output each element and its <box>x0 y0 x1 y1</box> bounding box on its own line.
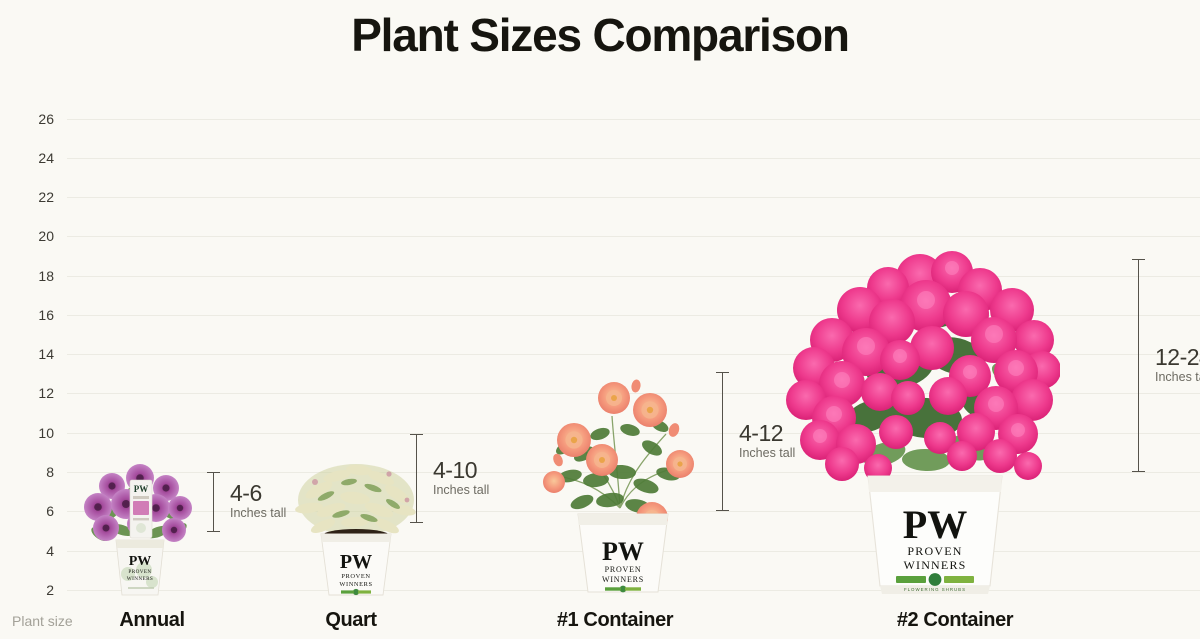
measure-label-container1: 4-12 Inches tall <box>739 421 795 461</box>
y-tick-6: 6 <box>46 503 54 519</box>
measure-range: 4-12 <box>739 419 784 446</box>
gridline-6 <box>67 511 1200 512</box>
measure-line <box>1138 259 1139 471</box>
y-tick-22: 22 <box>38 189 54 205</box>
pot-container1: PW PROVEN WINNERS <box>577 513 669 593</box>
y-tick-4: 4 <box>46 543 54 559</box>
measure-cap-top <box>207 472 220 473</box>
y-tick-18: 18 <box>38 268 54 284</box>
svg-text:FLOWERING SHRUBS: FLOWERING SHRUBS <box>904 587 966 592</box>
y-tick-2: 2 <box>46 582 54 598</box>
svg-text:PW: PW <box>903 502 967 547</box>
plant-image-container1: PW PROVEN WINNERS <box>540 368 700 596</box>
gridline-26 <box>67 119 1200 120</box>
y-tick-8: 8 <box>46 464 54 480</box>
category-label-annual: Annual <box>119 609 185 631</box>
pot-annual: PW PROVEN WINNERS <box>115 539 165 596</box>
pot-container2: PW PROVEN WINNERS FLOWERING SHRUBS <box>867 475 1003 594</box>
gridline-22 <box>67 197 1200 198</box>
pot-quart: PW PROVEN WINNERS <box>320 533 392 596</box>
svg-text:PW: PW <box>340 551 372 573</box>
measure-line <box>213 472 214 531</box>
category-label-container2: #2 Container <box>896 609 1014 631</box>
y-tick-20: 20 <box>38 228 54 244</box>
color-choice-logo <box>605 585 641 593</box>
gridline-18 <box>67 276 1200 277</box>
measure-range: 4-6 <box>230 479 262 506</box>
svg-text:WINNERS: WINNERS <box>903 558 966 572</box>
measure-cap-bottom <box>410 522 423 523</box>
measure-label-container2: 12-24 Inches tall <box>1155 345 1200 385</box>
measure-unit: Inches tall <box>1155 369 1200 384</box>
plant-image-annual: PW PW PROVEN WINNERS <box>78 462 198 597</box>
svg-text:WINNERS: WINNERS <box>339 581 372 588</box>
gridline-12 <box>67 393 1200 394</box>
measure-unit: Inches tall <box>230 505 287 520</box>
svg-text:PROVEN: PROVEN <box>128 569 151 575</box>
svg-text:WINNERS: WINNERS <box>602 575 644 584</box>
plant-image-container2: PW PROVEN WINNERS FLOWERING SHRUBS <box>780 248 1060 596</box>
measure-cap-bottom <box>1132 471 1145 472</box>
axis-name-plant-size: Plant size <box>12 613 73 629</box>
measure-unit: Inches tall <box>739 445 796 460</box>
measure-cap-top <box>410 434 423 435</box>
category-label-quart: Quart <box>325 609 377 631</box>
svg-text:PW: PW <box>134 484 149 494</box>
y-tick-12: 12 <box>38 385 54 401</box>
y-tick-10: 10 <box>38 425 54 441</box>
measure-cap-bottom <box>716 510 729 511</box>
measure-cap-top <box>1132 259 1145 260</box>
measure-unit: Inches tall <box>433 482 490 497</box>
measure-label-quart: 4-10 Inches tall <box>433 458 489 498</box>
svg-text:PW: PW <box>602 537 644 566</box>
plant-tag: PW <box>129 479 153 539</box>
color-choice-logo: FLOWERING SHRUBS <box>896 573 974 592</box>
svg-text:PROVEN: PROVEN <box>605 565 642 574</box>
page-title: Plant Sizes Comparison <box>351 9 850 61</box>
measure-cap-top <box>716 372 729 373</box>
measure-line <box>416 434 417 522</box>
gridline-24 <box>67 158 1200 159</box>
plant-image-quart: PW PROVEN WINNERS <box>293 452 419 597</box>
category-label-container1: #1 Container <box>556 609 674 631</box>
svg-text:PROVEN: PROVEN <box>341 573 370 580</box>
measure-label-annual: 4-6 Inches tall <box>230 481 286 521</box>
svg-text:WINNERS: WINNERS <box>127 576 153 582</box>
y-tick-16: 16 <box>38 307 54 323</box>
gridline-16 <box>67 315 1200 316</box>
measure-line <box>722 372 723 510</box>
gridline-20 <box>67 236 1200 237</box>
measure-range: 12-24 <box>1155 343 1200 370</box>
gridline-14 <box>67 354 1200 355</box>
measure-range: 4-10 <box>433 456 478 483</box>
svg-text:PROVEN: PROVEN <box>907 544 962 558</box>
measure-cap-bottom <box>207 531 220 532</box>
svg-text:PW: PW <box>129 554 152 569</box>
y-tick-14: 14 <box>38 346 54 362</box>
color-choice-logo <box>341 588 371 596</box>
y-tick-26: 26 <box>38 111 54 127</box>
y-tick-24: 24 <box>38 150 54 166</box>
